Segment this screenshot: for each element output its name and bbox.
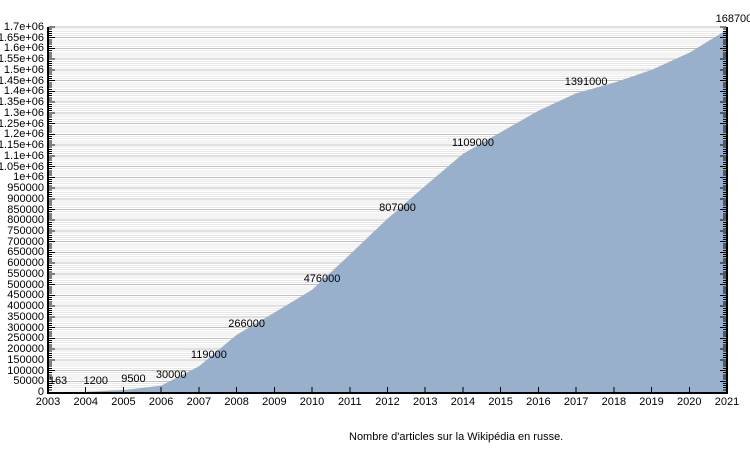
x-tick-label: 2009 (262, 396, 287, 408)
data-label: 1200 (83, 374, 108, 387)
y-tick-label: 400000 (7, 300, 44, 313)
y-tick-label: 0 (37, 386, 44, 398)
data-label: 1391000 (564, 76, 608, 89)
y-tick-label: 650000 (7, 246, 44, 259)
y-tick-label: 1.55e+06 (0, 53, 44, 66)
x-tick-label: 2016 (526, 396, 551, 408)
x-tick-label: 2014 (450, 396, 476, 408)
x-tick-label: 2020 (677, 396, 702, 408)
y-tick-label: 1.4e+06 (3, 85, 44, 98)
y-tick-label: 1.65e+06 (0, 31, 44, 44)
y-tick-label: 900000 (7, 192, 44, 205)
y-tick-label: 950000 (7, 182, 44, 195)
x-tick-label: 2021 (714, 396, 740, 408)
y-tick-label: 850000 (7, 203, 44, 216)
y-tick-label: 1.05e+06 (0, 160, 44, 173)
y-tick-label: 350000 (7, 310, 44, 323)
y-tick-label: 50000 (13, 375, 44, 388)
data-label: 163 (48, 374, 68, 387)
x-tick-label: 2004 (73, 396, 98, 408)
y-tick-label: 500000 (7, 278, 44, 291)
y-tick-label: 1.15e+06 (0, 139, 44, 152)
x-tick-label: 2003 (35, 396, 61, 408)
data-label: 119000 (190, 349, 227, 362)
y-tick-label: 1.35e+06 (0, 96, 44, 109)
y-tick-label: 1.25e+06 (0, 117, 44, 130)
y-tick-label: 1.3e+06 (3, 106, 44, 119)
y-tick-label: 250000 (7, 332, 44, 345)
data-label: 1687000 (715, 12, 750, 25)
data-label: 266000 (228, 317, 265, 330)
y-tick-label: 1.1e+06 (3, 149, 44, 162)
x-tick-label: 2006 (148, 396, 174, 408)
data-label: 1109000 (451, 136, 494, 149)
data-label: 476000 (303, 272, 341, 285)
x-tick-label: 2018 (601, 396, 627, 408)
data-label: 9500 (121, 372, 146, 385)
y-tick-label: 600000 (7, 257, 44, 270)
chart-caption: Nombre d'articles sur la Wikipédia en ru… (349, 431, 564, 443)
y-tick-label: 200000 (7, 343, 44, 356)
x-tick-label: 2017 (563, 396, 589, 408)
y-tick-label: 1.7e+06 (3, 21, 44, 33)
data-label: 807000 (379, 201, 416, 214)
y-tick-label: 1.6e+06 (3, 42, 44, 55)
y-tick-label: 1.5e+06 (3, 63, 44, 76)
y-tick-label: 1e+06 (13, 171, 44, 184)
x-tick-label: 2008 (224, 396, 249, 408)
y-tick-label: 1.45e+06 (0, 74, 44, 87)
y-tick-label: 450000 (7, 289, 44, 302)
data-label: 30000 (155, 368, 187, 381)
y-tick-label: 750000 (7, 224, 44, 237)
y-tick-label: 800000 (7, 214, 44, 227)
y-tick-label: 700000 (7, 235, 44, 248)
x-tick-label: 2007 (186, 396, 212, 408)
x-tick-label: 2015 (488, 396, 513, 408)
x-tick-label: 2011 (337, 396, 362, 408)
y-tick-label: 150000 (7, 353, 44, 366)
y-tick-label: 100000 (7, 364, 44, 377)
x-tick-label: 2012 (375, 396, 400, 408)
area-series (48, 29, 727, 393)
x-tick-label: 2005 (111, 396, 136, 408)
y-tick-label: 1.2e+06 (3, 128, 44, 141)
x-tick-label: 2013 (412, 396, 438, 408)
x-tick-label: 2010 (299, 396, 325, 408)
y-tick-label: 550000 (7, 267, 44, 280)
x-tick-label: 2019 (639, 396, 664, 408)
y-tick-label: 300000 (7, 321, 44, 334)
